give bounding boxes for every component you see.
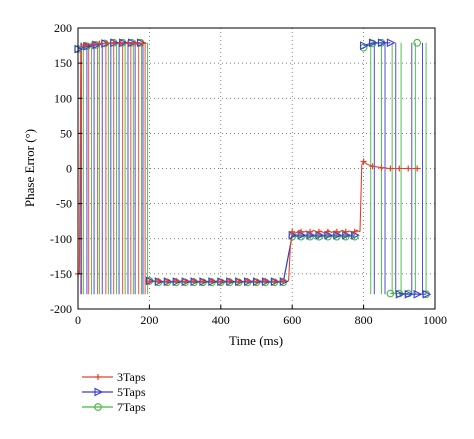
axis-ticks: 0 200 400 600 800 1000 -200 -150 -100 -50 0 50 100 15… — [50, 21, 447, 327]
y-tick-label: -50 — [56, 197, 72, 211]
data-point-3taps — [342, 228, 349, 235]
data-point-3taps — [244, 277, 251, 284]
x-tick-label: 600 — [283, 313, 301, 327]
data-point-5taps — [368, 38, 378, 48]
x-tick-label: 200 — [140, 313, 158, 327]
data-point-3taps — [387, 165, 394, 172]
data-point-3taps — [324, 228, 331, 235]
series-line-7taps — [149, 236, 355, 283]
data-point-3taps — [351, 228, 358, 235]
data-point-3taps — [182, 278, 189, 285]
data-point-3taps — [289, 228, 296, 235]
data-point-3taps — [124, 40, 131, 47]
data-point-3taps — [235, 278, 242, 285]
data-point-3taps — [298, 228, 305, 235]
data-point-3taps — [405, 165, 412, 172]
data-point-7taps — [386, 289, 395, 298]
data-point-3taps — [307, 228, 314, 235]
legend-marker-5taps — [94, 387, 104, 397]
data-point-3taps — [191, 277, 198, 284]
data-point-5taps — [119, 38, 128, 48]
data-point-5taps — [395, 289, 405, 299]
y-tick-label: 0 — [66, 162, 72, 176]
data-point-3taps — [199, 278, 206, 285]
data-point-3taps — [173, 277, 180, 284]
y-tick-label: 100 — [54, 91, 72, 105]
y-tick-label: -200 — [50, 302, 72, 316]
data-point-5taps — [386, 38, 396, 48]
legend-marker-3taps — [95, 374, 101, 380]
plot-area — [74, 38, 432, 299]
data-point-3taps — [396, 165, 403, 172]
x-axis-label: Time (ms) — [229, 333, 283, 348]
data-point-3taps — [132, 40, 139, 47]
x-tick-label: 800 — [355, 313, 373, 327]
legend-marker-7taps — [94, 403, 102, 411]
data-point-3taps — [155, 277, 162, 284]
x-tick-label: 0 — [75, 313, 81, 327]
legend-label-3taps: 3Taps — [117, 370, 146, 384]
y-tick-label: -100 — [50, 232, 72, 246]
data-point-5taps — [413, 289, 423, 299]
data-point-3taps — [146, 278, 153, 285]
data-point-5taps — [377, 38, 387, 48]
data-point-3taps — [360, 158, 367, 165]
series-line-5taps — [149, 234, 355, 283]
y-axis-label: Phase Error (°) — [22, 129, 37, 207]
data-point-3taps — [139, 40, 146, 47]
y-tick-label: 150 — [54, 56, 72, 70]
data-point-3taps — [103, 40, 110, 47]
data-point-5taps — [422, 289, 432, 299]
x-tick-label: 1000 — [423, 313, 447, 327]
data-point-3taps — [315, 228, 322, 235]
data-point-3taps — [96, 40, 103, 47]
data-point-3taps — [271, 278, 278, 285]
data-point-3taps — [89, 41, 96, 48]
y-tick-label: 50 — [60, 126, 72, 140]
data-point-3taps — [378, 164, 385, 171]
data-point-3taps — [280, 277, 287, 284]
data-point-3taps — [117, 40, 124, 47]
y-tick-label: -150 — [50, 267, 72, 281]
y-tick-label: 200 — [54, 21, 72, 35]
data-point-3taps — [82, 41, 89, 48]
data-point-3taps — [333, 228, 340, 235]
data-point-5taps — [404, 289, 414, 299]
data-point-3taps — [262, 277, 269, 284]
data-point-3taps — [226, 277, 233, 284]
data-point-3taps — [253, 278, 260, 285]
legend-label-7taps: 7Taps — [117, 400, 146, 414]
data-point-7taps — [413, 38, 422, 47]
data-point-3taps — [110, 39, 117, 46]
data-point-5taps — [136, 38, 146, 48]
data-point-3taps — [414, 165, 421, 172]
data-point-3taps — [369, 163, 376, 170]
grid — [78, 28, 435, 309]
data-point-5taps — [360, 41, 369, 50]
data-point-3taps — [164, 278, 171, 285]
legend-label-5taps: 5Taps — [117, 385, 146, 399]
data-point-3taps — [208, 277, 215, 284]
data-point-3taps — [217, 278, 224, 285]
x-tick-label: 400 — [212, 313, 230, 327]
